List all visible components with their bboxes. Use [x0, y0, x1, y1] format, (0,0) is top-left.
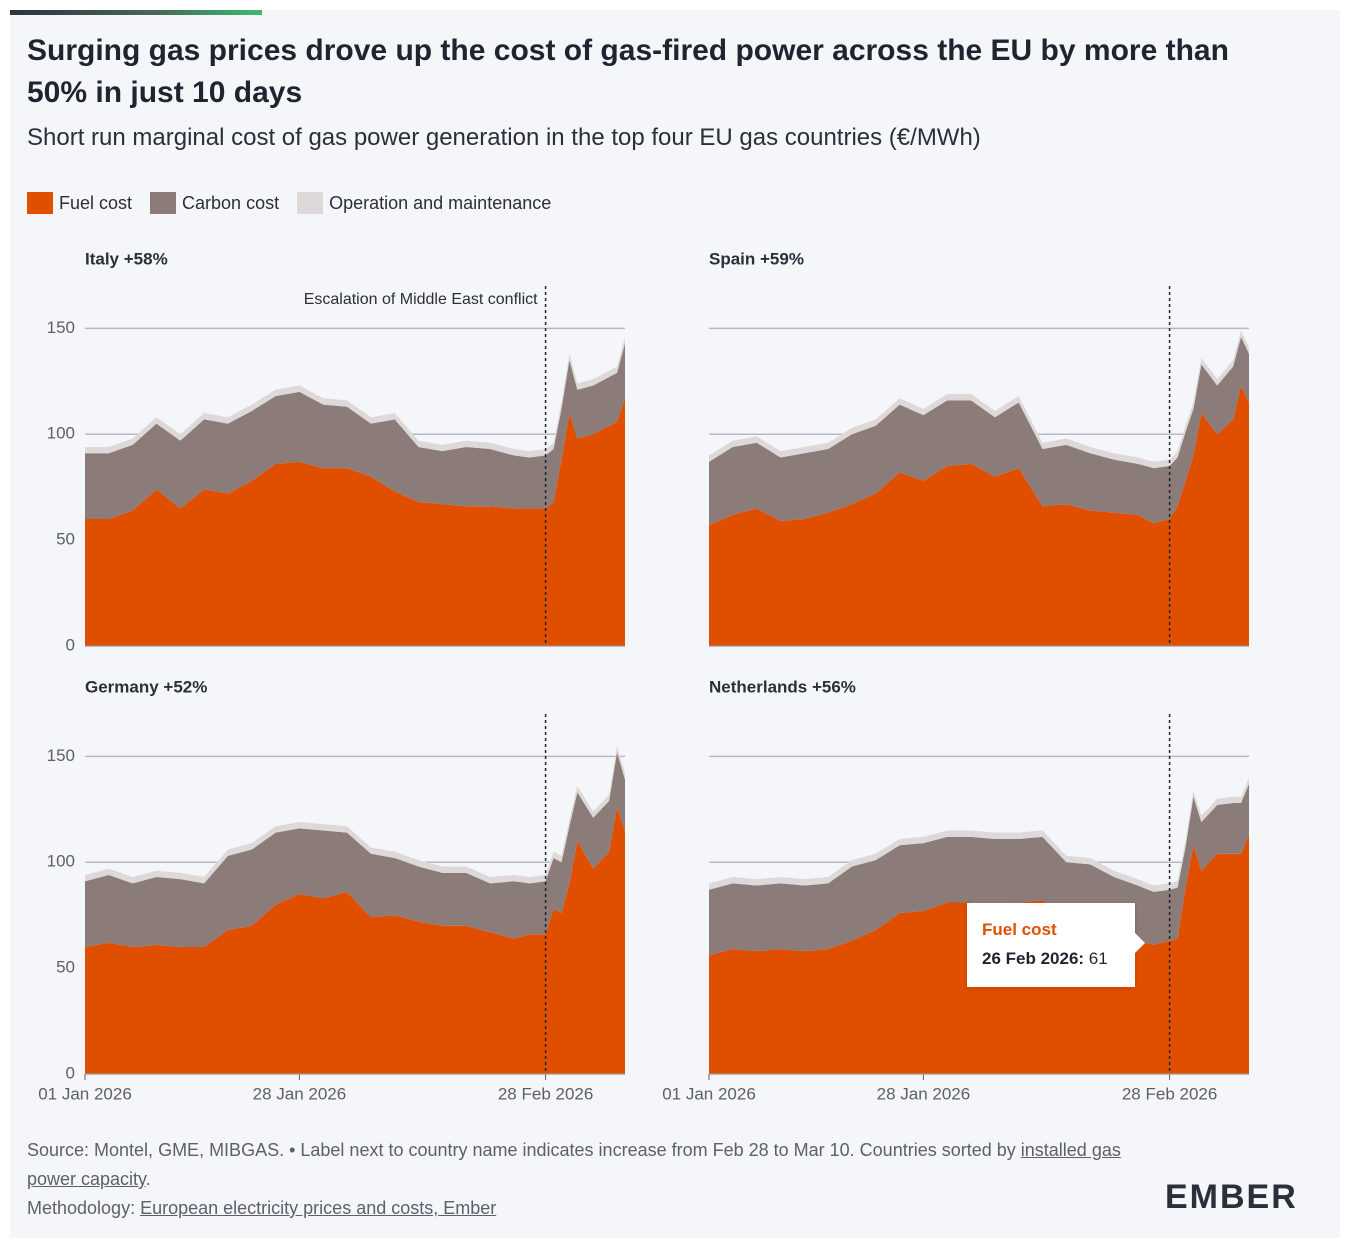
- brand-bar: [10, 10, 262, 15]
- legend: Fuel cost Carbon cost Operation and mainte…: [27, 192, 551, 214]
- y-tick-label: 0: [66, 635, 75, 654]
- legend-swatch: [297, 192, 324, 214]
- x-tick-label: 01 Jan 2026: [38, 1084, 132, 1103]
- legend-label: Fuel cost: [59, 192, 133, 213]
- title: Surging gas prices drove up the cost of …: [27, 34, 1229, 109]
- y-tick-label: 50: [56, 530, 75, 549]
- legend-label: Operation and maintenance: [329, 192, 552, 213]
- area: Operation and maintenance: [709, 777, 1249, 892]
- tooltip-row: 26 Feb 2026: 61: [982, 949, 1108, 969]
- subtitle: Short run marginal cost of gas power gen…: [27, 124, 981, 151]
- logo: EMBER: [1165, 1178, 1298, 1216]
- tooltip-date: 26 Feb 2026:: [982, 949, 1085, 968]
- source: Source: Montel, GME, MIBGAS. • Label nex…: [27, 1140, 1016, 1160]
- panel-title: Spain +59%: [709, 249, 804, 268]
- legend-item: Carbon cost: [150, 192, 279, 214]
- area: Fuel cost: [85, 398, 625, 646]
- source-end: .: [145, 1169, 151, 1189]
- methodology-label: Methodology:: [27, 1198, 136, 1218]
- legend-label: Carbon cost: [182, 192, 280, 213]
- legend-item: Fuel cost: [27, 192, 132, 214]
- y-tick-label: 150: [47, 746, 75, 765]
- area: Fuel cost: [85, 807, 625, 1074]
- y-tick-label: 150: [47, 318, 75, 337]
- x-tick-label: 01 Jan 2026: [662, 1084, 756, 1103]
- tooltip-value: 61: [1088, 949, 1108, 968]
- x-tick-label: 28 Feb 2026: [498, 1084, 593, 1103]
- x-tick-label: 28 Jan 2026: [877, 1084, 971, 1103]
- y-tick-label: 100: [47, 424, 75, 443]
- legend-item: Operation and maintenance: [297, 192, 551, 214]
- tooltip-title: Fuel cost: [982, 920, 1057, 939]
- area: Carbon cost: [85, 343, 625, 519]
- area: Carbon cost: [85, 752, 625, 947]
- x-tick-label: 28 Feb 2026: [1122, 1084, 1217, 1103]
- legend-swatch: [150, 192, 177, 214]
- y-tick-label: 100: [47, 852, 75, 871]
- legend-swatch: [27, 192, 53, 214]
- panel-title: Germany +52%: [85, 677, 207, 696]
- footer: Source: Montel, GME, MIBGAS. • Label nex…: [27, 1136, 1137, 1223]
- source-link[interactable]: installed gas power capacity: [27, 1140, 1121, 1189]
- panel-title: Italy +58%: [85, 249, 168, 268]
- area: Carbon cost: [709, 336, 1249, 526]
- methodology-link[interactable]: European electricity prices and costs, E…: [140, 1198, 497, 1218]
- panel-title: Netherlands +56%: [709, 677, 856, 696]
- y-tick-label: 0: [66, 1063, 75, 1082]
- y-tick-label: 50: [56, 958, 75, 977]
- area: Operation and maintenance: [709, 330, 1249, 469]
- x-tick-label: 28 Jan 2026: [253, 1084, 347, 1103]
- area: Fuel cost: [709, 385, 1249, 646]
- tooltip: Fuel cost 26 Feb 2026: 61: [967, 903, 1145, 987]
- annotation: Escalation of Middle East conflict: [304, 291, 538, 308]
